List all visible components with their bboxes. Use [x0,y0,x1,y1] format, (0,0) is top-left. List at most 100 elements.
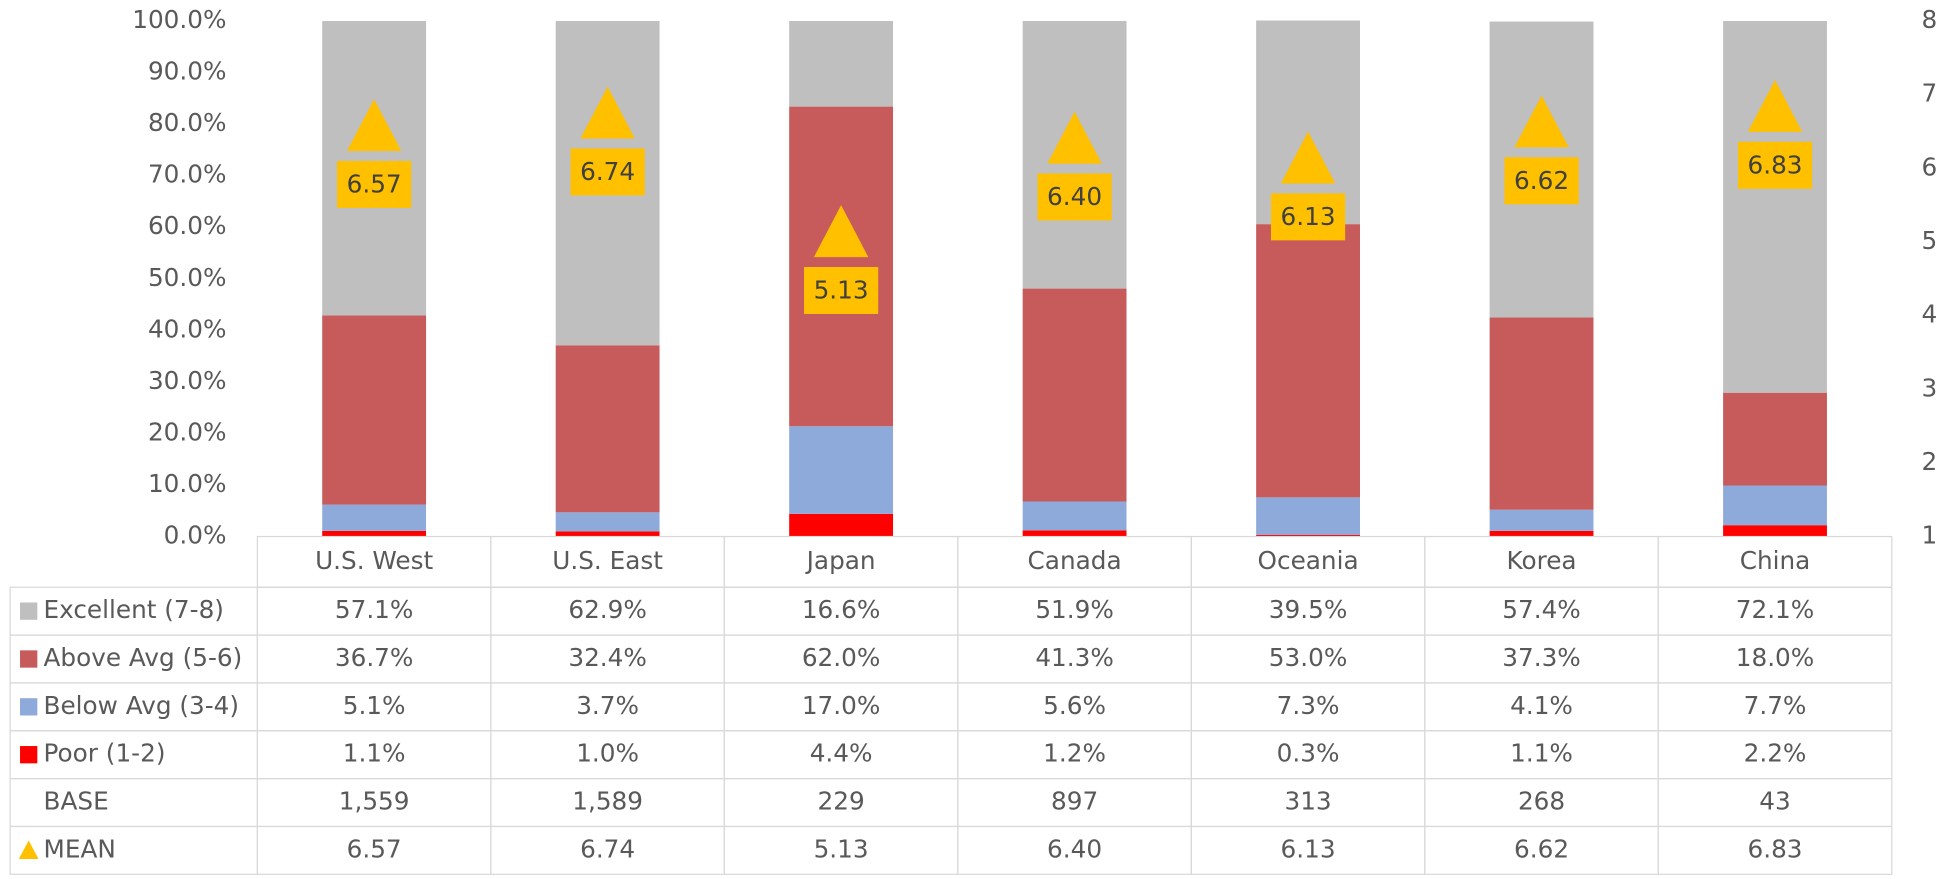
y-tick-label: 100.0% [132,5,226,34]
table-value: 6.74 [580,834,635,863]
table-value: 1.1% [343,739,406,768]
y-tick-label: 20.0% [148,417,227,446]
mean-label-box [1037,173,1112,221]
bar-segment [322,504,427,531]
table-value: 6.62 [1514,834,1569,863]
mean-label: 5.13 [814,276,869,305]
table-value: 313 [1284,787,1331,816]
mean-label-box [1737,141,1813,189]
legend-key [20,602,38,620]
y-tick-label: 50.0% [148,263,227,292]
x-tick-label: Korea [1507,546,1577,575]
bar-segment [555,345,660,513]
mean-label: 6.74 [580,157,635,186]
bar-segment [1723,525,1827,537]
mean-label-box [1270,193,1346,241]
table-value: 17.0% [802,691,881,720]
table-value: 62.0% [802,643,881,672]
bar-segment [1256,20,1360,225]
bar-segment [789,513,894,537]
y2-tick-label: 8 [1921,5,1937,34]
table-value: 268 [1518,787,1565,816]
y-tick-label: 10.0% [148,469,227,498]
x-tick-label: Canada [1028,546,1122,575]
mean-marker [346,99,402,152]
bar-segment [789,21,894,107]
mean-marker [580,86,635,139]
table-value: 18.0% [1736,643,1815,672]
row-label: BASE [44,787,109,816]
bar-segment [1489,509,1594,531]
bar-segment [322,315,427,505]
bar-segment [555,531,660,537]
bar-segment [1723,485,1827,526]
table-value: 6.57 [347,834,402,863]
y-tick-label: 90.0% [148,57,227,86]
x-tick-label: Japan [805,546,876,575]
mean-label: 6.40 [1047,182,1102,211]
table-value: 6.13 [1281,834,1336,863]
x-tick-label: China [1740,546,1811,575]
table-value: 4.4% [810,739,873,768]
y2-tick-label: 7 [1921,79,1937,108]
row-label: MEAN [44,834,116,863]
table-value: 62.9% [568,595,647,624]
y-tick-label: 60.0% [148,211,227,240]
mean-label: 6.57 [347,170,402,199]
legend-key [20,698,38,716]
row-label: Above Avg (5-6) [44,643,243,672]
bar-segment [789,426,894,514]
table-value: 51.9% [1035,595,1114,624]
bar-segment [1489,530,1594,537]
table-value: 6.83 [1748,834,1803,863]
bar-segment [1022,288,1127,502]
legend-key [20,650,38,668]
mean-label: 6.13 [1281,202,1336,231]
y2-tick-label: 6 [1921,152,1937,181]
y-tick-label: 70.0% [148,160,227,189]
mean-marker [1280,131,1336,184]
y2-tick-label: 4 [1921,300,1937,329]
mean-label-box [337,160,412,208]
table-value: 3.7% [576,691,639,720]
bar-segment [1022,501,1127,531]
mean-marker [1747,79,1803,132]
mean-marker [1047,111,1102,164]
row-label: Below Avg (3-4) [44,691,240,720]
mean-label-box [570,148,645,196]
y-tick-label: 0.0% [164,521,227,550]
table-value: 0.3% [1277,739,1340,768]
y2-tick-label: 1 [1921,521,1937,550]
bar-segment [1022,530,1127,537]
x-tick-label: U.S. East [552,546,663,575]
legend-key [18,840,39,860]
table-value: 229 [818,787,865,816]
table-value: 41.3% [1035,643,1114,672]
bar-segment [322,530,427,537]
table-value: 7.3% [1277,691,1340,720]
table-value: 1.2% [1043,739,1106,768]
table-value: 6.40 [1047,834,1102,863]
table-value: 897 [1051,787,1098,816]
table-value: 1,589 [572,787,643,816]
table-value: 1.1% [1510,739,1573,768]
bar-segment [1723,21,1827,393]
mean-marker [1514,95,1569,148]
mean-label-box [1504,157,1579,205]
y-tick-label: 40.0% [148,314,227,343]
bar-segment [1256,224,1360,498]
table-value: 16.6% [802,595,881,624]
y2-tick-label: 2 [1921,447,1937,476]
x-tick-label: Oceania [1258,546,1359,575]
y2-tick-label: 5 [1921,226,1937,255]
bar-segment [1256,535,1360,537]
mean-label: 6.62 [1514,166,1569,195]
row-label: Excellent (7-8) [44,595,224,624]
table-value: 4.1% [1510,691,1573,720]
table-cell [1657,825,1893,875]
table-value: 37.3% [1502,643,1581,672]
bar-segment [1489,317,1594,510]
table-value: 1.0% [576,739,639,768]
bar-segment [1723,392,1827,486]
